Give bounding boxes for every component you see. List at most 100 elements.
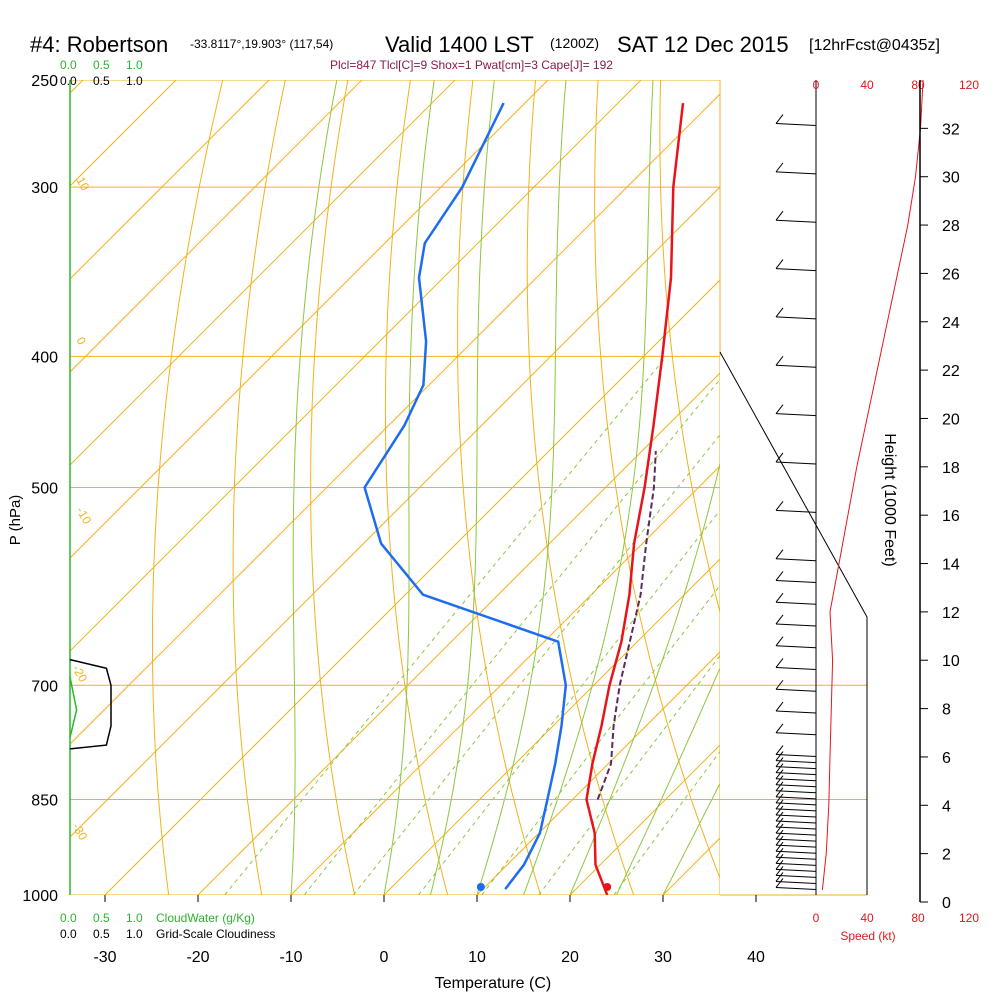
temperature-tick-label: 10	[468, 949, 486, 966]
speed-tick-bottom: 0	[813, 911, 820, 925]
wind-barb-flag	[775, 872, 784, 882]
mixing-ratio-label: 8	[482, 902, 499, 916]
wind-barb	[775, 802, 817, 806]
cloudiness-axis-label: Grid-Scale Cloudiness	[156, 927, 275, 941]
sounding-series	[363, 102, 685, 895]
dry-adiabat-line	[310, 80, 356, 895]
height-tick-label: 8	[942, 702, 951, 719]
isotherm-label: 0	[727, 236, 749, 255]
cloudwater-tick-top: 0.5	[93, 58, 110, 72]
wind-barb-flag	[775, 805, 784, 816]
wind-barb-flag	[775, 763, 784, 773]
wind-barb	[775, 850, 817, 854]
isotherm-line	[849, 80, 1000, 895]
height-tick-label: 32	[942, 121, 960, 138]
dry-adiabat-line	[152, 80, 224, 895]
wind-barb-flag	[775, 571, 784, 581]
isotherm-line	[383, 558, 720, 895]
wind-barb	[775, 461, 817, 465]
wind-barb-flag	[775, 636, 784, 647]
wind-barb	[775, 601, 817, 605]
isotherm-line	[70, 80, 270, 280]
wind-barb-flag	[775, 757, 784, 767]
wind-barb-flag	[775, 860, 784, 870]
wind-barb	[775, 814, 817, 818]
wind-barb	[775, 268, 817, 272]
pressure-tick-label: 300	[31, 180, 58, 197]
wind-barb-flag	[775, 793, 784, 804]
wind-barb-flag	[775, 114, 784, 124]
height-tick-label: 2	[942, 847, 951, 864]
panel-outline	[719, 351, 868, 895]
wind-barb	[775, 732, 817, 736]
cloudiness-tick-bottom: 1.0	[126, 927, 143, 941]
pressure-tick-label: 250	[31, 73, 58, 90]
mixing-ratio-label: 5	[418, 902, 435, 916]
cloudwater-tick-bottom: 1.0	[126, 911, 143, 925]
mixing-ratio-label: 3	[356, 902, 373, 916]
dry-adiabat-line	[384, 80, 449, 895]
wind-barb	[775, 413, 817, 417]
isotherm-label: -30	[69, 821, 90, 843]
speed-tick-top: 80	[911, 78, 925, 92]
wind-barb-flag	[775, 878, 784, 888]
height-tick-label: 12	[942, 605, 960, 622]
moist-adiabat-line	[662, 782, 720, 895]
mixing-ratio-label: 2	[305, 902, 322, 916]
wind-barb-flag	[775, 723, 784, 734]
stability-indices: Plcl=847 Tlcl[C]=9 Shox=1 Pwat[cm]=3 Cap…	[330, 58, 613, 72]
cloudiness-tick-top: 0.0	[60, 74, 77, 88]
mixing-ratio-line	[418, 509, 720, 895]
wind-barb	[775, 219, 817, 223]
isotherm-line	[70, 80, 363, 373]
moist-adiabat-line	[476, 80, 567, 895]
isotherm-label: 0	[73, 335, 89, 348]
wind-barb-flag	[775, 866, 784, 876]
valid-time: Valid 1400 LST	[385, 32, 534, 57]
wind-barb	[775, 874, 817, 878]
wind-barb	[775, 666, 817, 670]
wind-barb-flag	[775, 745, 784, 755]
wind-barb	[775, 784, 817, 788]
moist-adiabat-line	[430, 80, 495, 895]
cloudiness-tick-bottom: 0.5	[93, 927, 110, 941]
isotherm-line	[569, 744, 720, 895]
wind-barb	[775, 820, 817, 824]
wind-barb-flag	[775, 549, 784, 560]
pressure-tick-label: 850	[31, 792, 58, 809]
dry-adiabat-line	[911, 80, 1000, 895]
temperature-tick-label: -10	[279, 949, 302, 966]
wind-barb	[775, 832, 817, 836]
pressure-axis-label: P (hPa)	[7, 495, 24, 546]
height-tick-label: 26	[942, 266, 960, 283]
speed-tick-bottom: 120	[959, 911, 979, 925]
wind-barb-flag	[775, 811, 784, 822]
wind-barb	[775, 688, 817, 692]
speed-tick-bottom: 80	[911, 911, 925, 925]
temperature-tick-label: 30	[654, 949, 672, 966]
wind-barb-flag	[775, 307, 784, 318]
wind-speed-line	[821, 79, 924, 890]
wind-barb-flag	[775, 817, 784, 828]
height-tick-label: 0	[942, 895, 951, 912]
height-tick-label: 30	[942, 170, 960, 187]
cloudiness-profile	[69, 658, 112, 750]
temperature-tick-label: 0	[380, 949, 389, 966]
wind-barb	[775, 766, 817, 770]
cloudwater-axis-label: CloudWater (g/Kg)	[156, 911, 255, 925]
temperature-tick-label: -20	[186, 949, 209, 966]
height-tick-label: 16	[942, 508, 960, 525]
dewpoint-line	[363, 102, 568, 890]
height-tick-label: 18	[942, 460, 960, 477]
wind-barb	[775, 754, 817, 758]
dry-adiabat-line	[973, 80, 1000, 895]
mixing-ratio-line	[224, 355, 667, 895]
wind-barb-flag	[775, 404, 784, 414]
height-tick-label: 20	[942, 411, 960, 428]
cloudwater-tick-bottom: 0.5	[93, 911, 110, 925]
wind-barb-flag	[775, 751, 784, 761]
wind-barb	[775, 623, 817, 627]
